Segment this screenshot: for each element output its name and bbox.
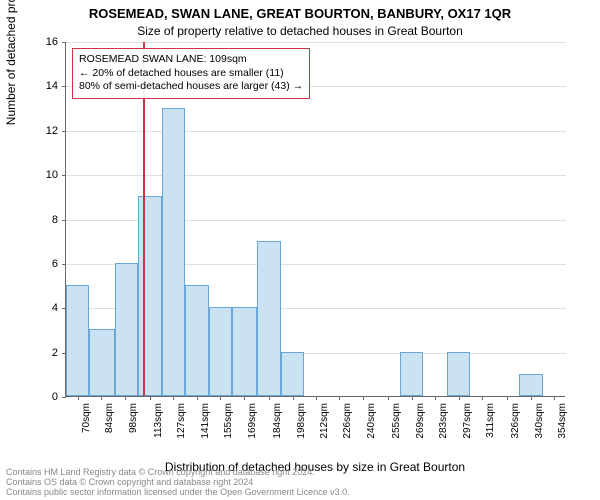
ytick-label: 8 [28,214,58,226]
xtick-mark [363,396,364,400]
plot-area: ROSEMEAD SWAN LANE: 109sqm← 20% of detac… [65,42,565,397]
xtick-label: 198sqm [296,403,307,439]
histogram-bar [138,196,161,396]
xtick-label: 240sqm [366,403,377,439]
ytick-mark [62,397,66,398]
chart-title-line1: ROSEMEAD, SWAN LANE, GREAT BOURTON, BANB… [0,6,600,21]
ytick-label: 2 [28,347,58,359]
xtick-label: 354sqm [557,403,568,439]
ytick-mark [62,175,66,176]
xtick-label: 212sqm [319,403,330,439]
ytick-mark [62,220,66,221]
ytick-label: 12 [28,125,58,137]
xtick-mark [412,396,413,400]
ytick-mark [62,42,66,43]
xtick-label: 283sqm [438,403,449,439]
y-axis-label: Number of detached properties [4,0,18,220]
xtick-mark [316,396,317,400]
gridline-h [66,131,566,132]
annotation-box: ROSEMEAD SWAN LANE: 109sqm← 20% of detac… [72,48,310,99]
xtick-label: 84sqm [104,403,115,433]
chart-title-line2: Size of property relative to detached ho… [0,24,600,38]
ytick-label: 4 [28,302,58,314]
xtick-mark [173,396,174,400]
histogram-bar [447,352,470,396]
histogram-bar [185,285,208,396]
xtick-label: 70sqm [81,403,92,433]
xtick-label: 98sqm [128,403,139,433]
xtick-label: 311sqm [485,403,496,438]
annotation-line3: 80% of semi-detached houses are larger (… [79,80,303,94]
annotation-line1: ROSEMEAD SWAN LANE: 109sqm [79,53,303,67]
ytick-label: 14 [28,80,58,92]
xtick-mark [101,396,102,400]
xtick-mark [269,396,270,400]
histogram-bar [519,374,542,396]
xtick-label: 127sqm [176,403,187,439]
xtick-mark [482,396,483,400]
xtick-mark [78,396,79,400]
histogram-bar [115,263,138,396]
plot-inner: ROSEMEAD SWAN LANE: 109sqm← 20% of detac… [65,42,565,397]
chart-container: ROSEMEAD, SWAN LANE, GREAT BOURTON, BANB… [0,0,600,500]
xtick-mark [220,396,221,400]
histogram-bar [89,329,114,396]
xtick-mark [125,396,126,400]
gridline-h [66,175,566,176]
xtick-label: 226sqm [342,403,353,439]
xtick-label: 297sqm [462,403,473,439]
annotation-line2: ← 20% of detached houses are smaller (11… [79,67,303,81]
xtick-mark [435,396,436,400]
histogram-bar [232,307,257,396]
xtick-label: 269sqm [415,403,426,439]
xtick-mark [293,396,294,400]
xtick-label: 326sqm [510,403,521,439]
xtick-mark [339,396,340,400]
ytick-label: 0 [28,391,58,403]
xtick-label: 184sqm [272,403,283,439]
ytick-mark [62,131,66,132]
xtick-mark [244,396,245,400]
xtick-label: 141sqm [200,403,211,439]
xtick-label: 255sqm [391,403,402,439]
xtick-mark [531,396,532,400]
ytick-label: 10 [28,169,58,181]
histogram-bar [66,285,89,396]
footer-attribution: Contains HM Land Registry data © Crown c… [6,468,594,498]
xtick-mark [507,396,508,400]
xtick-label: 113sqm [153,403,164,438]
xtick-mark [197,396,198,400]
xtick-mark [459,396,460,400]
ytick-label: 16 [28,36,58,48]
footer-line3: Contains public sector information licen… [6,488,594,498]
ytick-label: 6 [28,258,58,270]
gridline-h [66,42,566,43]
ytick-mark [62,264,66,265]
xtick-label: 155sqm [223,403,234,439]
xtick-label: 169sqm [247,403,258,439]
ytick-mark [62,86,66,87]
xtick-mark [554,396,555,400]
histogram-bar [257,241,280,396]
xtick-mark [388,396,389,400]
xtick-mark [150,396,151,400]
xtick-label: 340sqm [534,403,545,439]
histogram-bar [209,307,232,396]
histogram-bar [162,108,185,396]
histogram-bar [281,352,304,396]
histogram-bar [400,352,423,396]
